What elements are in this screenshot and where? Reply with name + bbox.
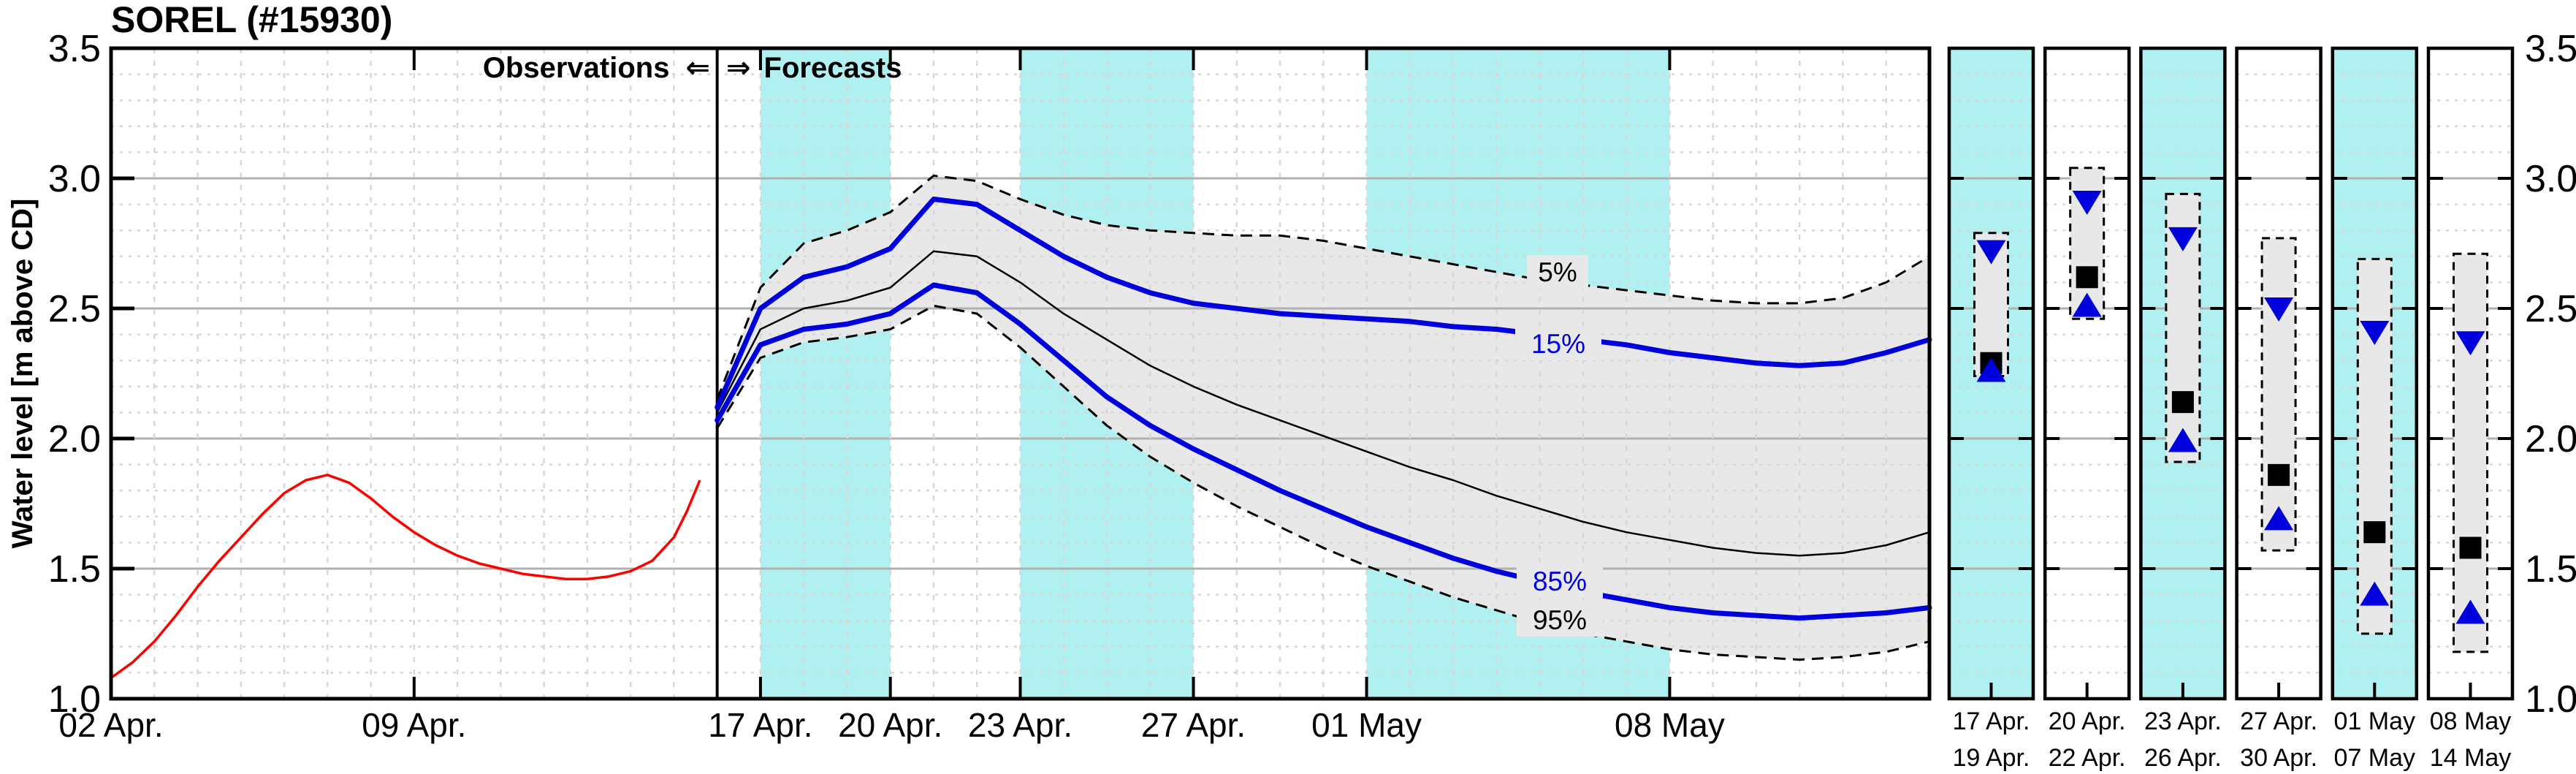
- panel-upper-triangle-marker: [2168, 227, 2198, 251]
- percentile-label-backplate: [1527, 255, 1588, 289]
- forecasts-label: ⇒ Forecasts: [726, 52, 902, 84]
- panel-range-box: [2260, 237, 2297, 552]
- highlight-band: [760, 48, 891, 699]
- mini-panel-border: [2139, 46, 2227, 701]
- x-axis-label: 23 Apr.: [968, 706, 1072, 744]
- mini-panel-border: [2331, 46, 2419, 701]
- y-axis-label-left: 2.5: [48, 288, 101, 330]
- panel-upper-triangle-marker: [2264, 297, 2294, 322]
- right-double-arrow-icon: ⇒: [726, 52, 751, 84]
- panel-upper-triangle-marker: [2360, 321, 2390, 346]
- y-axis-title: Water level [m above CD]: [7, 199, 39, 549]
- y-axis-label-left: 1.0: [48, 678, 101, 721]
- mini-panel-border: [1947, 46, 2035, 701]
- y-axis-label-left: 3.5: [48, 28, 101, 70]
- panel-median-square-marker: [2171, 391, 2194, 414]
- p5-line: [716, 174, 1930, 401]
- page-title: SOREL (#15930): [111, 0, 392, 40]
- left-double-arrow-icon: ⇐: [685, 52, 710, 84]
- p85-line: [715, 282, 1932, 621]
- panel-lower-triangle-marker: [2168, 428, 2198, 452]
- mini-panel-border: [2235, 46, 2322, 701]
- panel-date-start: 23 Apr.: [2144, 707, 2222, 735]
- mini-panel-border: [2043, 46, 2131, 701]
- mini-panel: [1947, 46, 2035, 701]
- y-axis-label-right: 3.5: [2525, 28, 2576, 70]
- x-axis-label: 17 Apr.: [708, 706, 812, 744]
- panel-date-end: 26 Apr.: [2144, 744, 2222, 772]
- mini-panel-background: [2045, 48, 2130, 699]
- p95-line: [716, 304, 1930, 661]
- panel-upper-triangle-marker: [1976, 240, 2006, 265]
- panel-date-start: 17 Apr.: [1953, 707, 2030, 735]
- panel-date-end: 30 Apr.: [2240, 744, 2317, 772]
- x-axis-label: 02 Apr.: [58, 706, 163, 744]
- y-axis-label-left: 1.5: [48, 548, 101, 591]
- percentile-label-15: 15%: [1531, 329, 1585, 359]
- chart-text-layer: SOREL (#15930) Water level [m above CD] …: [7, 0, 1587, 635]
- panel-range-box: [2356, 257, 2393, 635]
- x-axis-label: 27 Apr.: [1141, 706, 1246, 744]
- x-axis-label: 09 Apr.: [362, 706, 466, 744]
- y-axis-label-right: 3.0: [2525, 158, 2576, 200]
- forecasts-text: Forecasts: [764, 52, 902, 84]
- percentile-label-backplate: [1517, 564, 1603, 598]
- panel-range-box: [2453, 252, 2488, 653]
- observed-line: [110, 474, 701, 679]
- chart-render-layer: 3.5 3.53.0 3.02.5 2.52.0 2.01.5 1.51.0 1.002 A…: [48, 28, 2576, 772]
- mini-panel: [2235, 46, 2322, 701]
- y-axis-label-left: 2.0: [48, 418, 101, 460]
- panel-lower-triangle-marker: [2072, 292, 2102, 317]
- mini-panel-border: [2426, 46, 2515, 701]
- panel-date-start: 01 May: [2334, 707, 2416, 735]
- observations-text: Observations: [483, 52, 670, 84]
- panel-date-start: 20 Apr.: [2049, 707, 2126, 735]
- panel-median-square-marker: [2076, 266, 2098, 289]
- panel-lower-triangle-marker: [2455, 599, 2485, 624]
- panel-upper-triangle-marker: [2072, 191, 2102, 216]
- panel-date-start: 08 May: [2430, 707, 2512, 735]
- panel-date-end: 19 Apr.: [1953, 744, 2030, 772]
- panel-lower-triangle-marker: [2360, 581, 2390, 606]
- percentile-label-backplate: [1517, 603, 1603, 637]
- panel-median-square-marker: [2363, 521, 2386, 544]
- uncertainty-band: [717, 175, 1930, 660]
- median-line: [716, 250, 1930, 557]
- panel-date-end: 07 May: [2334, 744, 2416, 772]
- p15-line: [715, 197, 1932, 410]
- percentile-label-95: 95%: [1533, 605, 1587, 635]
- mini-panel: [2426, 46, 2515, 701]
- panel-date-end: 14 May: [2430, 744, 2512, 772]
- x-axis-label: 20 Apr.: [838, 706, 942, 744]
- mini-panel: [2043, 46, 2131, 701]
- x-axis-label: 08 May: [1615, 706, 1725, 744]
- y-axis-label-right: 2.5: [2525, 288, 2576, 330]
- mini-panel: [2139, 46, 2227, 701]
- x-axis-label: 01 May: [1311, 706, 1422, 744]
- panel-date-start: 27 Apr.: [2240, 707, 2317, 735]
- panel-date-end: 22 Apr.: [2049, 744, 2126, 772]
- panel-median-square-marker: [2268, 463, 2290, 486]
- percentile-label-85: 85%: [1533, 566, 1587, 596]
- observations-label: Observations ⇐: [483, 52, 710, 84]
- percentile-label-5: 5%: [1538, 257, 1577, 287]
- percentile-label-backplate: [1515, 327, 1601, 360]
- y-axis-label-right: 1.5: [2525, 548, 2576, 591]
- panel-lower-triangle-marker: [2264, 506, 2294, 531]
- mini-panel: [2331, 46, 2419, 701]
- y-axis-label-left: 3.0: [48, 158, 101, 200]
- y-axis-label-right: 2.0: [2525, 418, 2576, 460]
- panel-median-square-marker: [2459, 536, 2482, 559]
- panel-upper-triangle-marker: [2455, 331, 2485, 356]
- y-axis-label-right: 1.0: [2525, 678, 2576, 721]
- panel-lower-triangle-marker: [1976, 357, 2006, 382]
